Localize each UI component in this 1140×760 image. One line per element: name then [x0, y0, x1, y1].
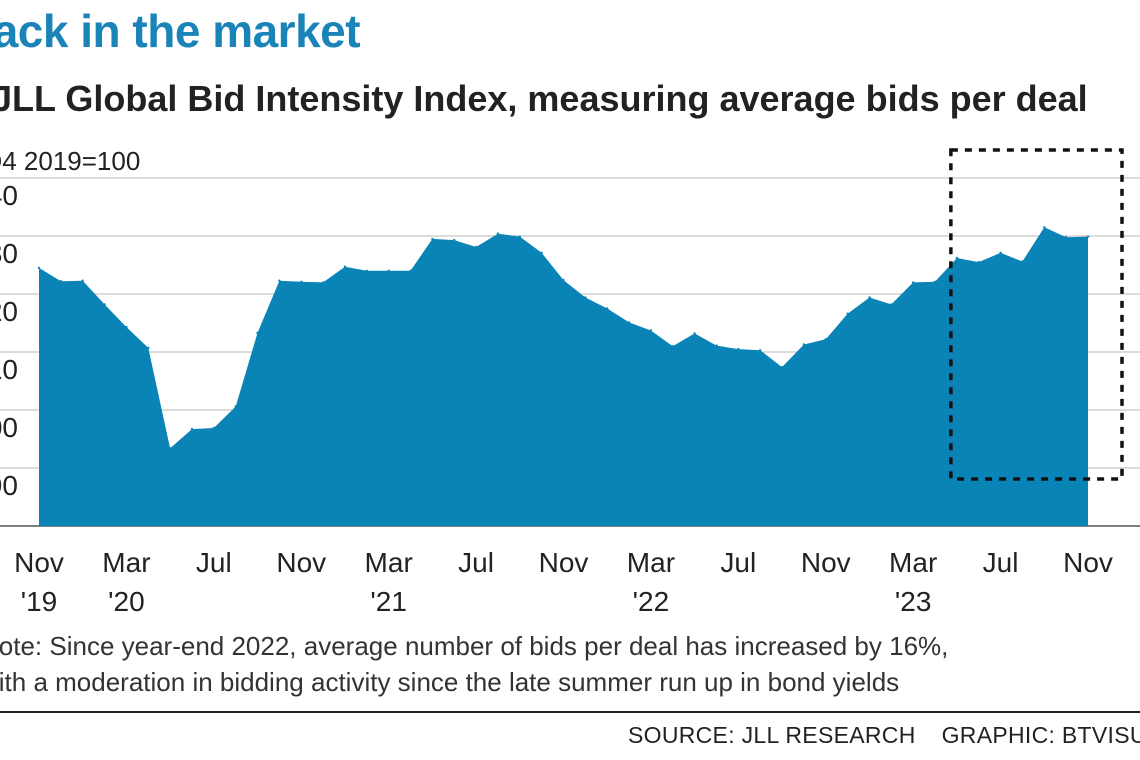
chart-note: Note: Since year-end 2022, average numbe… — [0, 628, 948, 700]
footer-divider — [0, 711, 1140, 713]
data-point — [1043, 226, 1046, 229]
data-point — [824, 338, 827, 341]
data-point — [256, 331, 259, 335]
data-point — [759, 349, 762, 352]
y-tick-label: 100 — [0, 412, 18, 443]
data-point — [37, 266, 41, 270]
x-tick-month: Jul — [458, 547, 494, 578]
data-point — [955, 256, 959, 260]
data-point — [81, 279, 84, 282]
data-point — [627, 321, 631, 324]
data-point — [212, 426, 215, 430]
data-point — [234, 405, 237, 408]
data-point — [802, 343, 806, 346]
highlight-box — [949, 148, 1124, 481]
data-point — [365, 269, 368, 272]
data-point — [125, 325, 128, 329]
data-point — [846, 312, 849, 315]
data-point — [518, 235, 521, 238]
data-point — [1021, 260, 1024, 263]
data-point — [737, 347, 740, 351]
graphic-credit: GRAPHIC: BTVISUAL — [941, 722, 1140, 748]
x-axis: Nov '19 Mar '20 Jul Nov Mar '21 Jul Nov Mar '22 Jul N… — [14, 547, 1113, 617]
source-text: SOURCE: JLL RESEARCH — [628, 722, 916, 748]
note-line-2: with a moderation in bidding activity si… — [0, 667, 900, 697]
data-point — [562, 278, 565, 282]
data-point — [868, 296, 871, 299]
x-tick-month: Nov — [276, 547, 326, 578]
data-point — [999, 251, 1002, 254]
x-tick-month: Nov — [539, 547, 589, 578]
data-point — [59, 280, 63, 283]
data-point — [1086, 235, 1090, 238]
chart-subtitle: JLL Global Bid Intensity Index, measurin… — [0, 78, 1088, 119]
x-tick-year: '19 — [21, 586, 58, 617]
data-point — [977, 260, 980, 264]
x-tick-month: Mar — [365, 547, 413, 578]
highlight-box-group — [949, 148, 1124, 481]
plot-area — [37, 226, 1090, 527]
x-tick-year: '21 — [370, 586, 407, 617]
data-point — [147, 346, 150, 350]
x-tick-month: Jul — [983, 547, 1019, 578]
x-tick-month: Jul — [720, 547, 756, 578]
y-tick-label: 90 — [0, 470, 18, 501]
data-point — [431, 237, 434, 241]
y-tick-label: 110 — [0, 354, 18, 385]
data-point — [715, 344, 718, 347]
data-point — [103, 303, 106, 306]
x-tick-year: '20 — [108, 586, 145, 617]
y-axis: 90 100 110 120 130 140 — [0, 180, 18, 501]
x-tick-year: '22 — [633, 586, 670, 617]
chart-title: Back in the market — [0, 5, 361, 57]
x-tick-month: Nov — [1063, 547, 1113, 578]
x-tick-month: Mar — [627, 547, 675, 578]
data-point — [890, 303, 893, 306]
y-axis-unit-label: Q4 2019=100 — [0, 146, 140, 176]
area-series — [39, 227, 1088, 527]
x-tick-month: Nov — [14, 547, 64, 578]
data-point — [606, 307, 609, 310]
data-point — [496, 232, 500, 235]
note-line-1: Note: Since year-end 2022, average numbe… — [0, 631, 949, 661]
data-point — [168, 447, 172, 450]
data-point — [1064, 236, 1068, 239]
data-point — [190, 427, 194, 431]
x-tick-year: '23 — [895, 586, 932, 617]
data-point — [321, 281, 325, 284]
x-tick-month: Mar — [102, 547, 150, 578]
data-point — [343, 265, 347, 268]
data-point — [453, 238, 456, 242]
data-point — [540, 251, 543, 254]
data-point — [649, 329, 653, 332]
data-point — [671, 345, 674, 348]
source-credits: SOURCE: JLL RESEARCH GRAPHIC: BTVISUAL — [628, 722, 1140, 749]
y-tick-label: 120 — [0, 296, 18, 327]
y-tick-label: 130 — [0, 238, 18, 269]
data-point — [780, 365, 784, 369]
data-point — [409, 269, 412, 272]
data-point — [933, 280, 937, 283]
y-tick-label: 140 — [0, 180, 18, 211]
data-point — [693, 332, 696, 335]
data-point — [474, 245, 478, 249]
data-point — [300, 280, 303, 283]
data-point — [912, 281, 915, 284]
x-tick-month: Nov — [801, 547, 851, 578]
x-tick-month: Mar — [889, 547, 937, 578]
x-tick-month: Jul — [196, 547, 232, 578]
data-point — [278, 279, 281, 282]
data-point — [584, 296, 587, 299]
data-point — [387, 269, 390, 272]
